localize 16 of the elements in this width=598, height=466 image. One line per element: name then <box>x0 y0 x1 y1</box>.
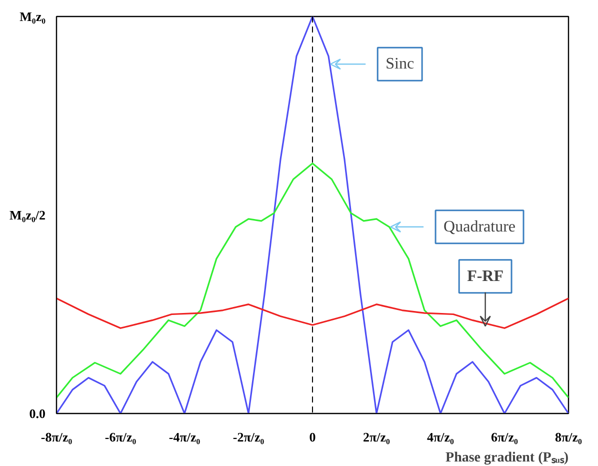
x-tick-label: -2π/z₀ <box>232 430 264 444</box>
x-tick-label: -4π/z₀ <box>168 430 200 444</box>
x-tick-label: -6π/z₀ <box>104 430 136 444</box>
x-tick-label: -8π/z₀ <box>40 430 72 444</box>
text: M₀z₀/2 <box>10 208 46 222</box>
x-tick-label: 6π/z₀ <box>491 430 518 444</box>
x-tick-label: 4π/z₀ <box>427 430 454 444</box>
annotation: Quadrature <box>444 218 516 236</box>
x-tick-label: 0 <box>309 430 316 444</box>
text: M₀z₀ <box>20 9 46 24</box>
x-axis-title: Phase gradient (Pₛᵤₛ) <box>446 450 569 466</box>
x-tick-label: 8π/z₀ <box>555 430 582 444</box>
annotation: F-RF <box>467 268 504 285</box>
x-tick-label: 2π/z₀ <box>363 430 390 444</box>
text: 0.0 <box>29 406 46 421</box>
annotation: Sinc <box>386 56 414 73</box>
